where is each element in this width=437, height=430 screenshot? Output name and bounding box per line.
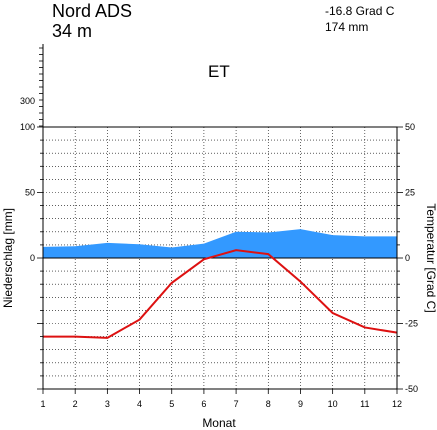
station-elevation: 34 m [52,21,92,41]
temp-tick-label: 50 [405,122,415,132]
temperature-line [43,249,398,339]
x-axis-label: Monat [202,416,236,430]
precip-tick-label: 50 [25,188,35,198]
month-tick-label: 2 [73,399,78,409]
temp-tick-label: -25 [405,319,418,329]
station-name: Nord ADS [52,1,132,21]
month-tick-label: 4 [137,399,142,409]
precip-tick-label: 100 [20,122,35,132]
grid [43,127,397,389]
month-tick-label: 11 [360,399,369,409]
month-tick-label: 1 [40,399,45,409]
month-tick-label: 6 [201,399,206,409]
month-tick-label: 5 [169,399,174,409]
annual-precipitation: 174 mm [325,20,368,34]
mean-temperature: -16.8 Grad C [325,4,395,18]
y-axis-label-right: Temperatur [Grad C] [424,203,437,312]
climate-class: ET [208,62,230,81]
month-tick-label: 10 [328,399,338,409]
temp-tick-label: -50 [405,384,418,394]
temp-tick-label: 0 [405,253,410,263]
precip-tick-label: 0 [30,253,35,263]
temp-tick-label: 25 [405,188,415,198]
precip-tick-label: 300 [20,96,35,106]
month-tick-label: 9 [298,399,303,409]
month-tick-label: 12 [392,399,402,409]
month-tick-label: 7 [234,399,239,409]
precipitation-area [43,229,397,258]
month-tick-label: 8 [266,399,271,409]
month-tick-label: 3 [105,399,110,409]
y-axis-label-left: Niederschlag [mm] [1,208,15,308]
